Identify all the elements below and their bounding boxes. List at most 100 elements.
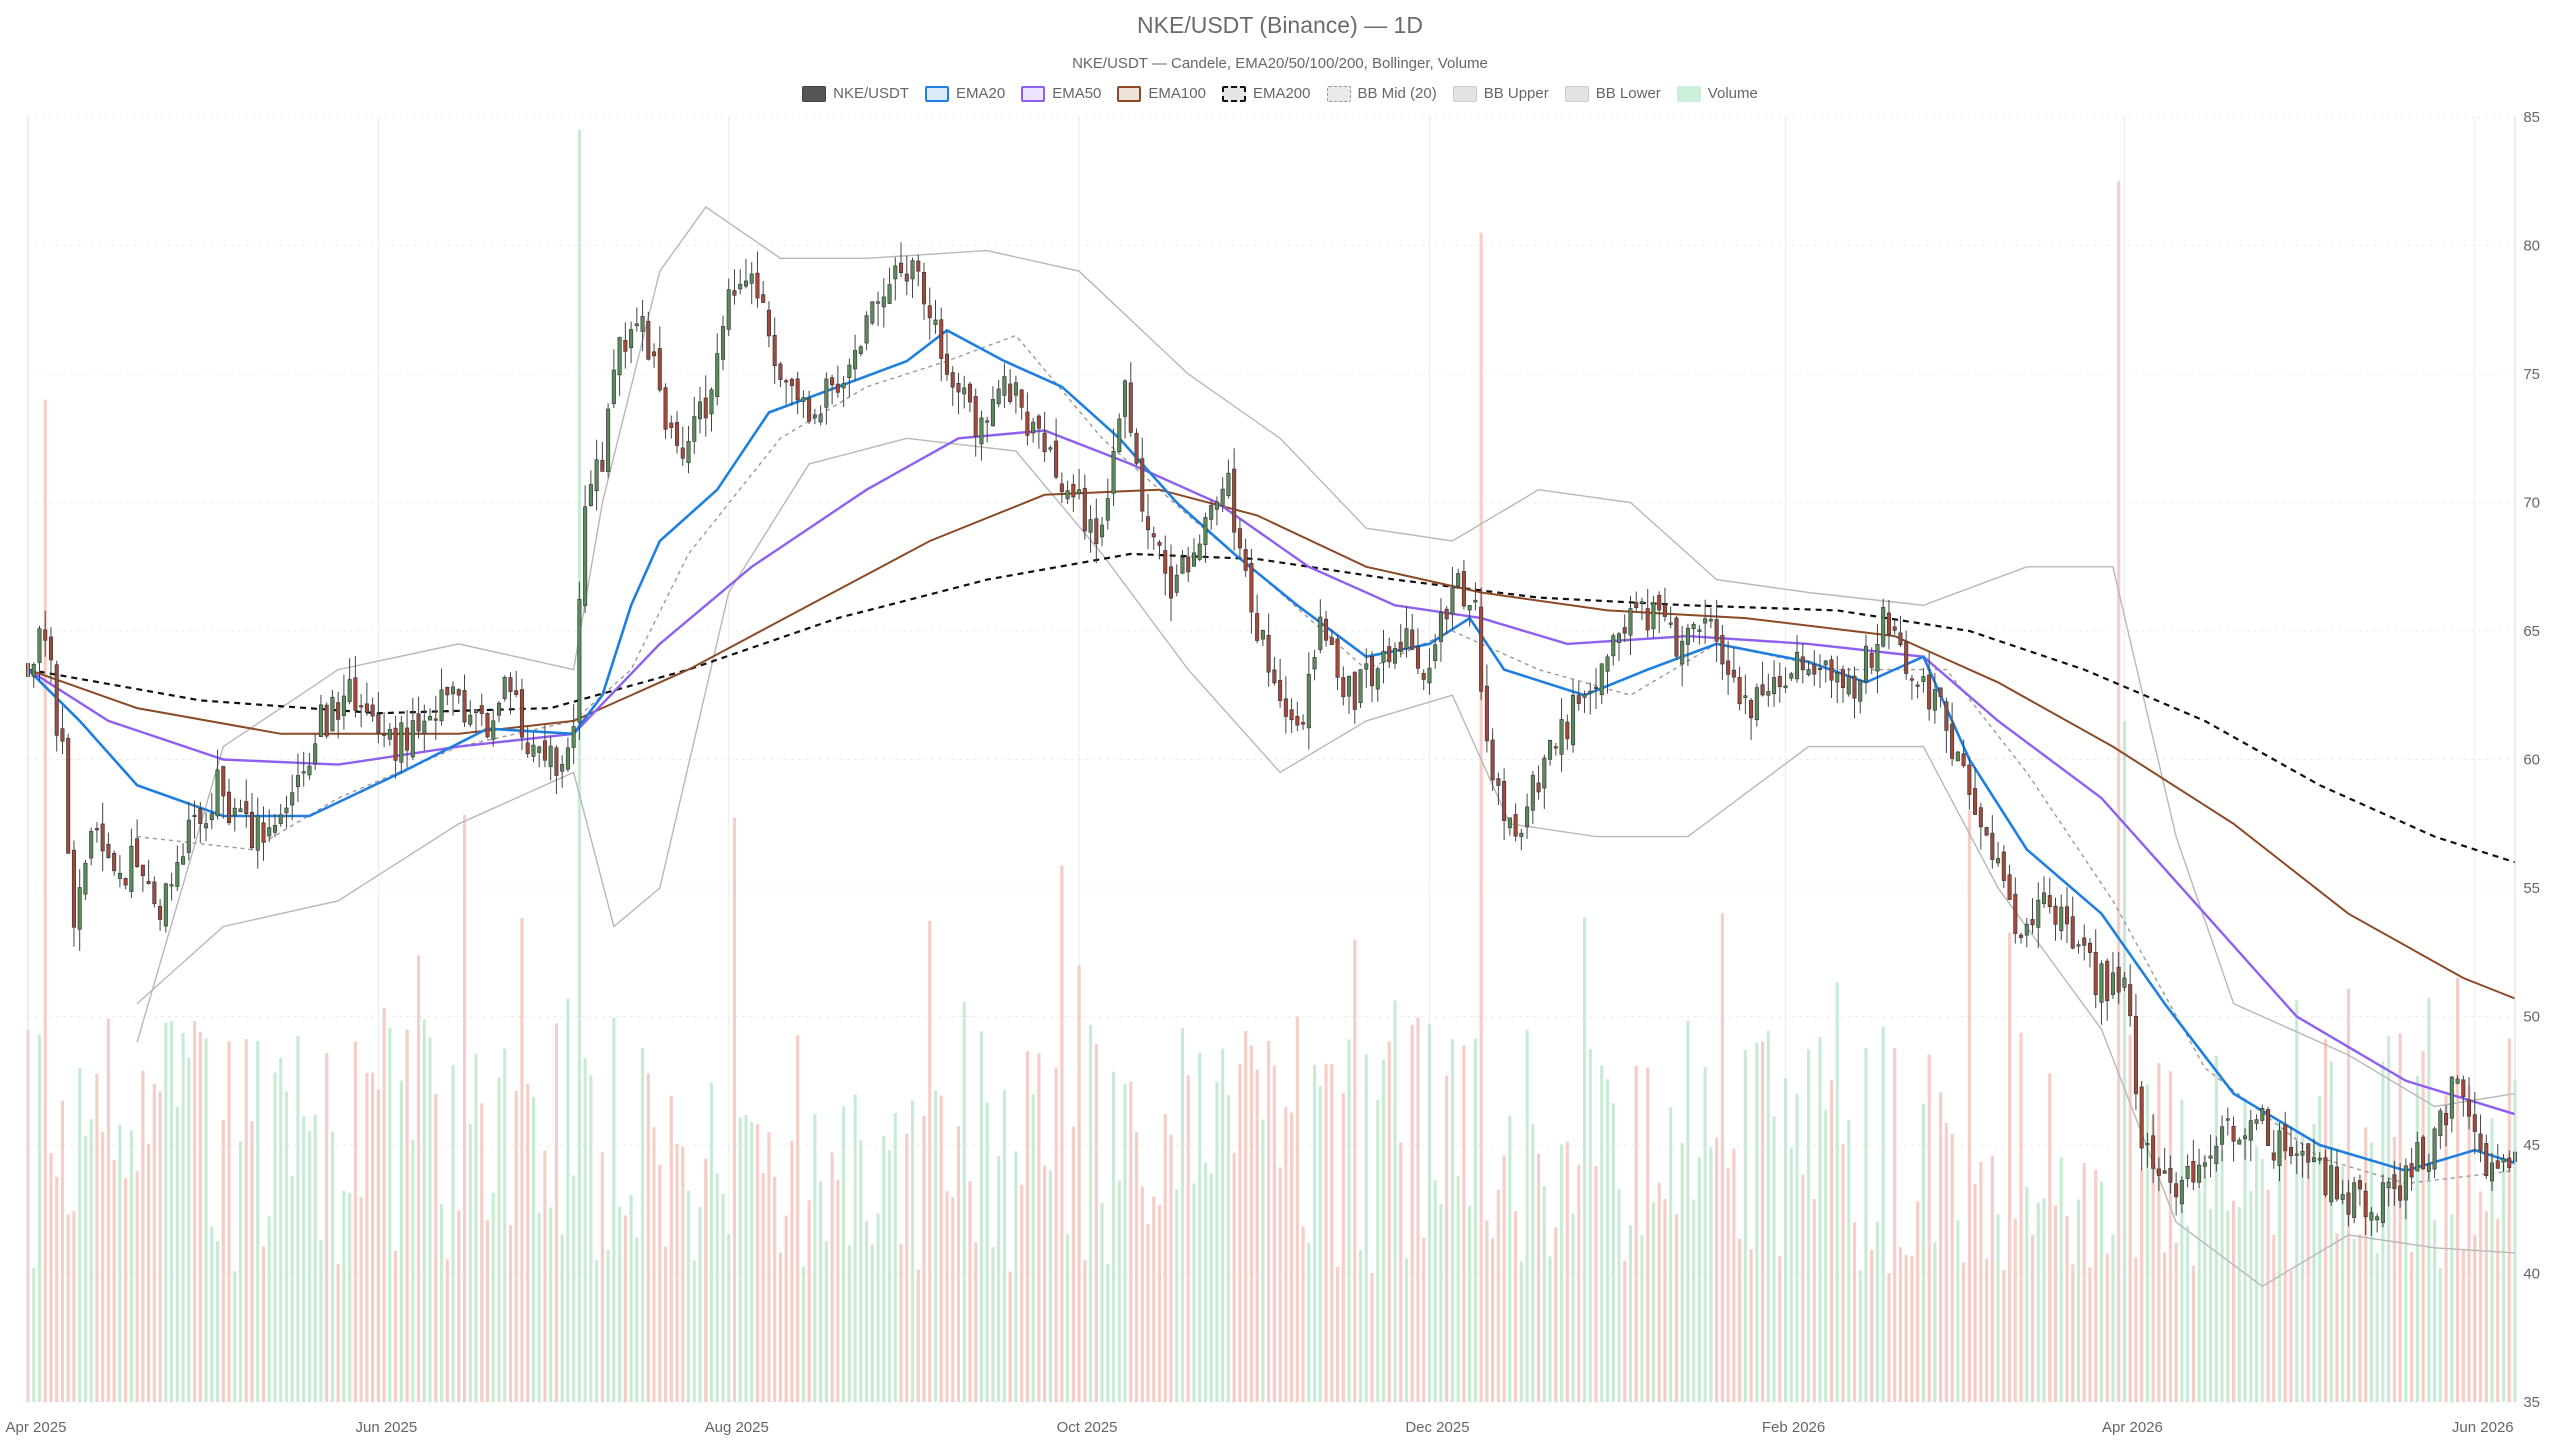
candle-body [910,260,915,280]
candle-body [2266,1109,2271,1146]
candle-body [1559,719,1564,755]
volume-bar [60,1100,65,1402]
candle-body [1513,814,1518,837]
volume-bar [462,814,467,1402]
volume-bar [2025,1186,2029,1402]
volume-swatch [1676,85,1701,102]
volume-bar [1330,1064,1334,1402]
candle-body [2248,1120,2253,1141]
volume-bar [2203,1154,2207,1402]
volume-bar [491,1192,495,1402]
candle-body [209,813,214,821]
candle-body [1616,633,1622,643]
candle-body [1088,519,1093,533]
volume-bar [744,1114,748,1402]
volume-bar [330,1131,334,1402]
candle-body [1760,684,1765,696]
candle-body [2484,1143,2489,1177]
volume-bar [1014,1151,1018,1402]
candle-body [1364,663,1369,670]
candle-body [1214,501,1219,510]
candle-body [1042,432,1047,453]
candle-body [1967,764,1972,795]
volume-bar [974,1242,978,1402]
ema20-swatch [925,85,949,102]
legend-item-bb-mid[interactable]: BB Mid (20) [1326,85,1437,102]
candle-body [2260,1107,2265,1121]
candle-body [2179,1180,2184,1205]
legend-label-bb-upper: BB Upper [1483,85,1549,102]
volume-bar [83,1135,88,1402]
candle-body [1565,721,1570,740]
legend-item-candles[interactable]: NKE/USDT [802,85,909,102]
candle-body [640,316,645,332]
candle-body [2243,1135,2248,1140]
candle-body [1243,549,1248,571]
candle-body [904,273,909,282]
volume-bar [227,1041,231,1402]
candle-body [1909,678,1914,681]
legend-item-ema200[interactable]: EMA200 [1221,85,1311,102]
volume-bar [497,1077,501,1402]
volume-bar [2214,1055,2218,1402]
volume-bar [2243,1100,2247,1402]
candle-body [2334,1166,2339,1200]
candle-body [1639,601,1644,604]
candle-body [1973,788,1978,815]
candle-body [353,677,358,711]
candle-body [2455,1078,2460,1084]
volume-bar [55,1176,59,1402]
bb-upper-line [136,206,2516,1108]
candle-body [519,689,524,738]
volume-bar [1152,1196,1156,1402]
volume-bar [675,1143,679,1402]
volume-bar [2427,997,2431,1402]
legend-item-ema20[interactable]: EMA20 [925,85,1005,102]
volume-bar [2122,720,2127,1402]
volume-bar [101,1131,105,1402]
candle-body [1473,599,1478,603]
legend-item-ema50[interactable]: EMA50 [1021,85,1101,102]
legend-item-bb-upper[interactable]: BB Upper [1452,85,1549,102]
volume-bar [2128,1034,2132,1402]
volume-bar [1290,1112,1294,1402]
legend-item-ema100[interactable]: EMA100 [1117,85,1206,102]
volume-bar [2254,1146,2259,1402]
candle-body [1140,458,1145,512]
candle-body [2019,934,2024,938]
candle-body [956,383,961,393]
candle-body [1381,650,1386,663]
candle-body [709,389,714,415]
volume-bar [813,1113,817,1402]
candle-body [680,447,685,459]
candle-body [267,827,272,837]
volume-bar [37,1034,42,1402]
volume-bar [2283,1146,2287,1402]
volume-bar [1088,1024,1093,1402]
candle-body [48,636,53,661]
x-tick-label: Aug 2025 [705,1419,769,1436]
candle-body [646,321,651,360]
volume-bar [1864,1048,1868,1402]
volume-bar [2289,1270,2293,1402]
volume-bar [112,1159,116,1402]
volume-bar [750,1122,754,1402]
candle-body [2277,1130,2282,1166]
candle-body [485,713,490,738]
volume-bar [1646,1067,1650,1402]
bb-mid-swatch [1326,85,1351,102]
candle-body [451,686,456,695]
candle-body [1932,689,1937,711]
candle-body [1599,663,1604,696]
candle-body [2478,1133,2483,1151]
candle-body [1404,628,1409,649]
volume-bar [979,1031,984,1402]
volume-bar [1450,1039,1455,1402]
legend-item-bb-lower[interactable]: BB Lower [1564,85,1661,102]
volume-bar [1847,1119,1851,1402]
candle-body [244,801,249,814]
volume-bar [1962,1262,1966,1402]
candle-body [1249,562,1254,613]
legend-item-volume[interactable]: Volume [1676,85,1758,102]
